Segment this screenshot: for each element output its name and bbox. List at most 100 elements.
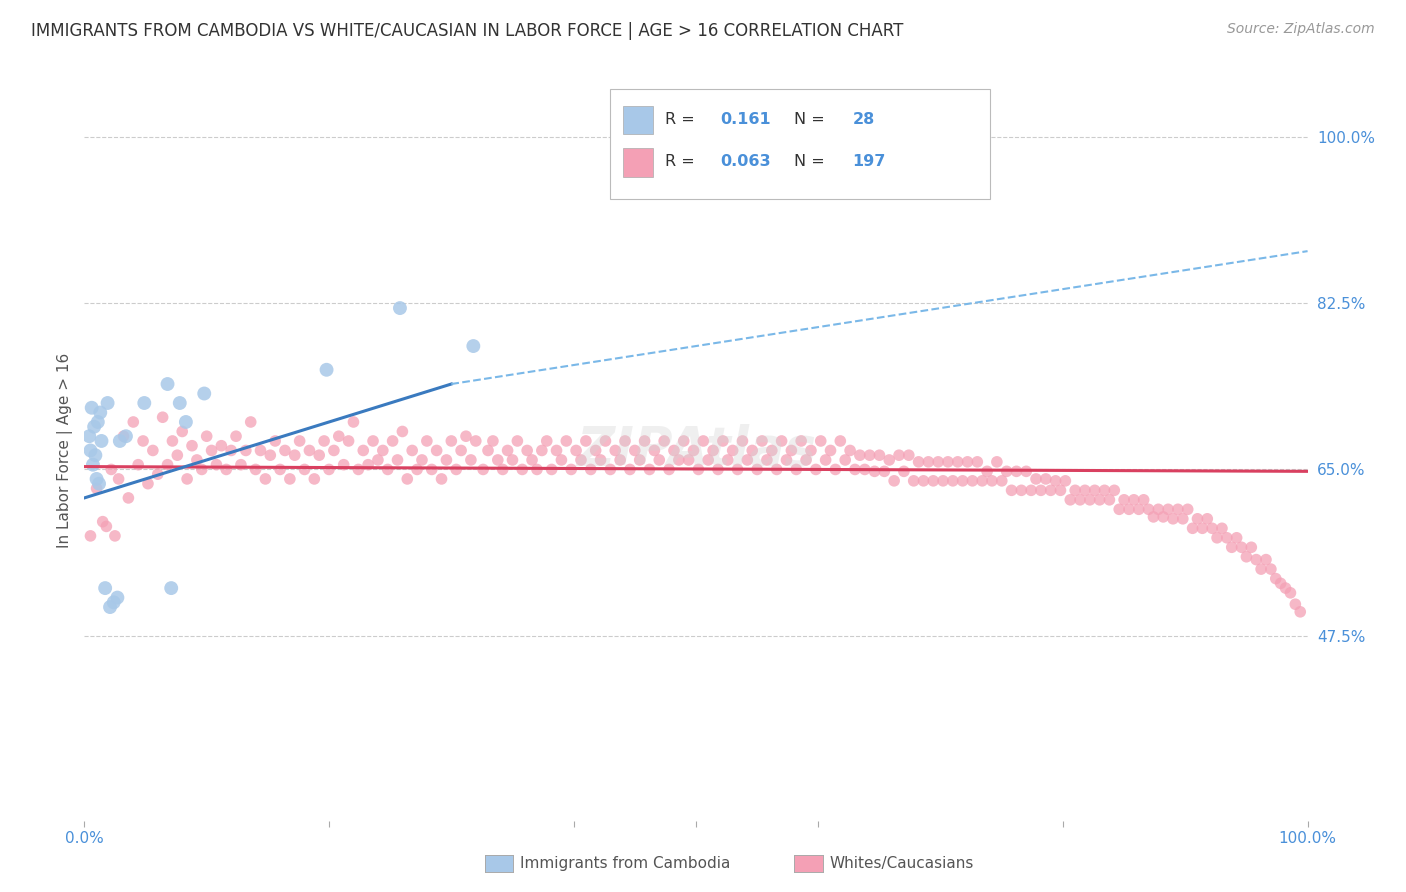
Point: [972, 474, 994, 488]
Point: [132, 434, 155, 448]
Point: [193, 386, 215, 401]
Point: [1000, 483, 1022, 498]
Point: [986, 455, 1008, 469]
Point: [401, 443, 423, 458]
Point: [284, 448, 307, 462]
Point: [80, 401, 103, 415]
Point: [643, 443, 665, 458]
Point: [834, 453, 856, 467]
Point: [936, 455, 959, 469]
Point: [668, 453, 690, 467]
Point: [1045, 474, 1067, 488]
Point: [1206, 531, 1229, 545]
Point: [91, 515, 114, 529]
Point: [546, 443, 568, 458]
Point: [1118, 502, 1140, 516]
Point: [516, 443, 538, 458]
Point: [976, 464, 998, 478]
Point: [337, 434, 360, 448]
Point: [308, 448, 330, 462]
Point: [859, 448, 882, 462]
Point: [191, 462, 214, 476]
Point: [755, 453, 778, 467]
Point: [377, 462, 399, 476]
Point: [1059, 492, 1081, 507]
Point: [1236, 549, 1258, 564]
Point: [464, 434, 486, 448]
Point: [765, 462, 787, 476]
Point: [907, 455, 929, 469]
Point: [1137, 502, 1160, 516]
Point: [115, 429, 138, 443]
Point: [482, 434, 505, 448]
Point: [87, 415, 110, 429]
Point: [1201, 521, 1223, 535]
Point: [1274, 581, 1296, 595]
Point: [711, 434, 734, 448]
Point: [352, 443, 374, 458]
Point: [1147, 502, 1170, 516]
Point: [1054, 474, 1077, 488]
Point: [853, 462, 876, 476]
Point: [873, 464, 896, 478]
Point: [1094, 483, 1116, 498]
Point: [1015, 464, 1038, 478]
Point: [569, 453, 592, 467]
Point: [1064, 483, 1087, 498]
Point: [614, 434, 637, 448]
Point: [692, 434, 714, 448]
Point: [98, 600, 121, 615]
Point: [357, 458, 380, 472]
Point: [624, 443, 647, 458]
Point: [1128, 502, 1150, 516]
Point: [810, 434, 832, 448]
Point: [662, 443, 685, 458]
Point: [672, 434, 695, 448]
Point: [863, 464, 886, 478]
Point: [794, 453, 817, 467]
Point: [1088, 492, 1111, 507]
Point: [1122, 492, 1144, 507]
Point: [96, 519, 118, 533]
Point: [86, 472, 108, 486]
Point: [790, 434, 813, 448]
Point: [502, 453, 524, 467]
Point: [1035, 472, 1057, 486]
Point: [550, 453, 572, 467]
Point: [595, 434, 617, 448]
Point: [169, 396, 191, 410]
Point: [1187, 512, 1209, 526]
Point: [1191, 521, 1213, 535]
Point: [1019, 483, 1042, 498]
Point: [264, 434, 287, 448]
Point: [991, 474, 1014, 488]
Point: [172, 425, 194, 439]
Point: [1029, 483, 1052, 498]
Point: [820, 443, 842, 458]
Point: [893, 464, 915, 478]
Point: [269, 462, 291, 476]
Bar: [623, 106, 654, 135]
Point: [166, 448, 188, 462]
Point: [454, 429, 477, 443]
Point: [496, 443, 519, 458]
Point: [1279, 586, 1302, 600]
Point: [1211, 521, 1233, 535]
Point: [215, 462, 238, 476]
Point: [86, 482, 108, 496]
Point: [1244, 552, 1267, 566]
Point: [1049, 483, 1071, 498]
Point: [731, 434, 754, 448]
Point: [1230, 541, 1253, 555]
Point: [105, 591, 128, 605]
Text: IMMIGRANTS FROM CAMBODIA VS WHITE/CAUCASIAN IN LABOR FORCE | AGE > 16 CORRELATIO: IMMIGRANTS FROM CAMBODIA VS WHITE/CAUCAS…: [31, 22, 903, 40]
Point: [1220, 541, 1243, 555]
Point: [830, 434, 852, 448]
Point: [912, 474, 935, 488]
FancyBboxPatch shape: [610, 89, 990, 199]
Point: [318, 462, 340, 476]
Point: [156, 377, 179, 392]
Point: [648, 453, 671, 467]
Point: [1152, 509, 1174, 524]
Point: [79, 529, 101, 543]
